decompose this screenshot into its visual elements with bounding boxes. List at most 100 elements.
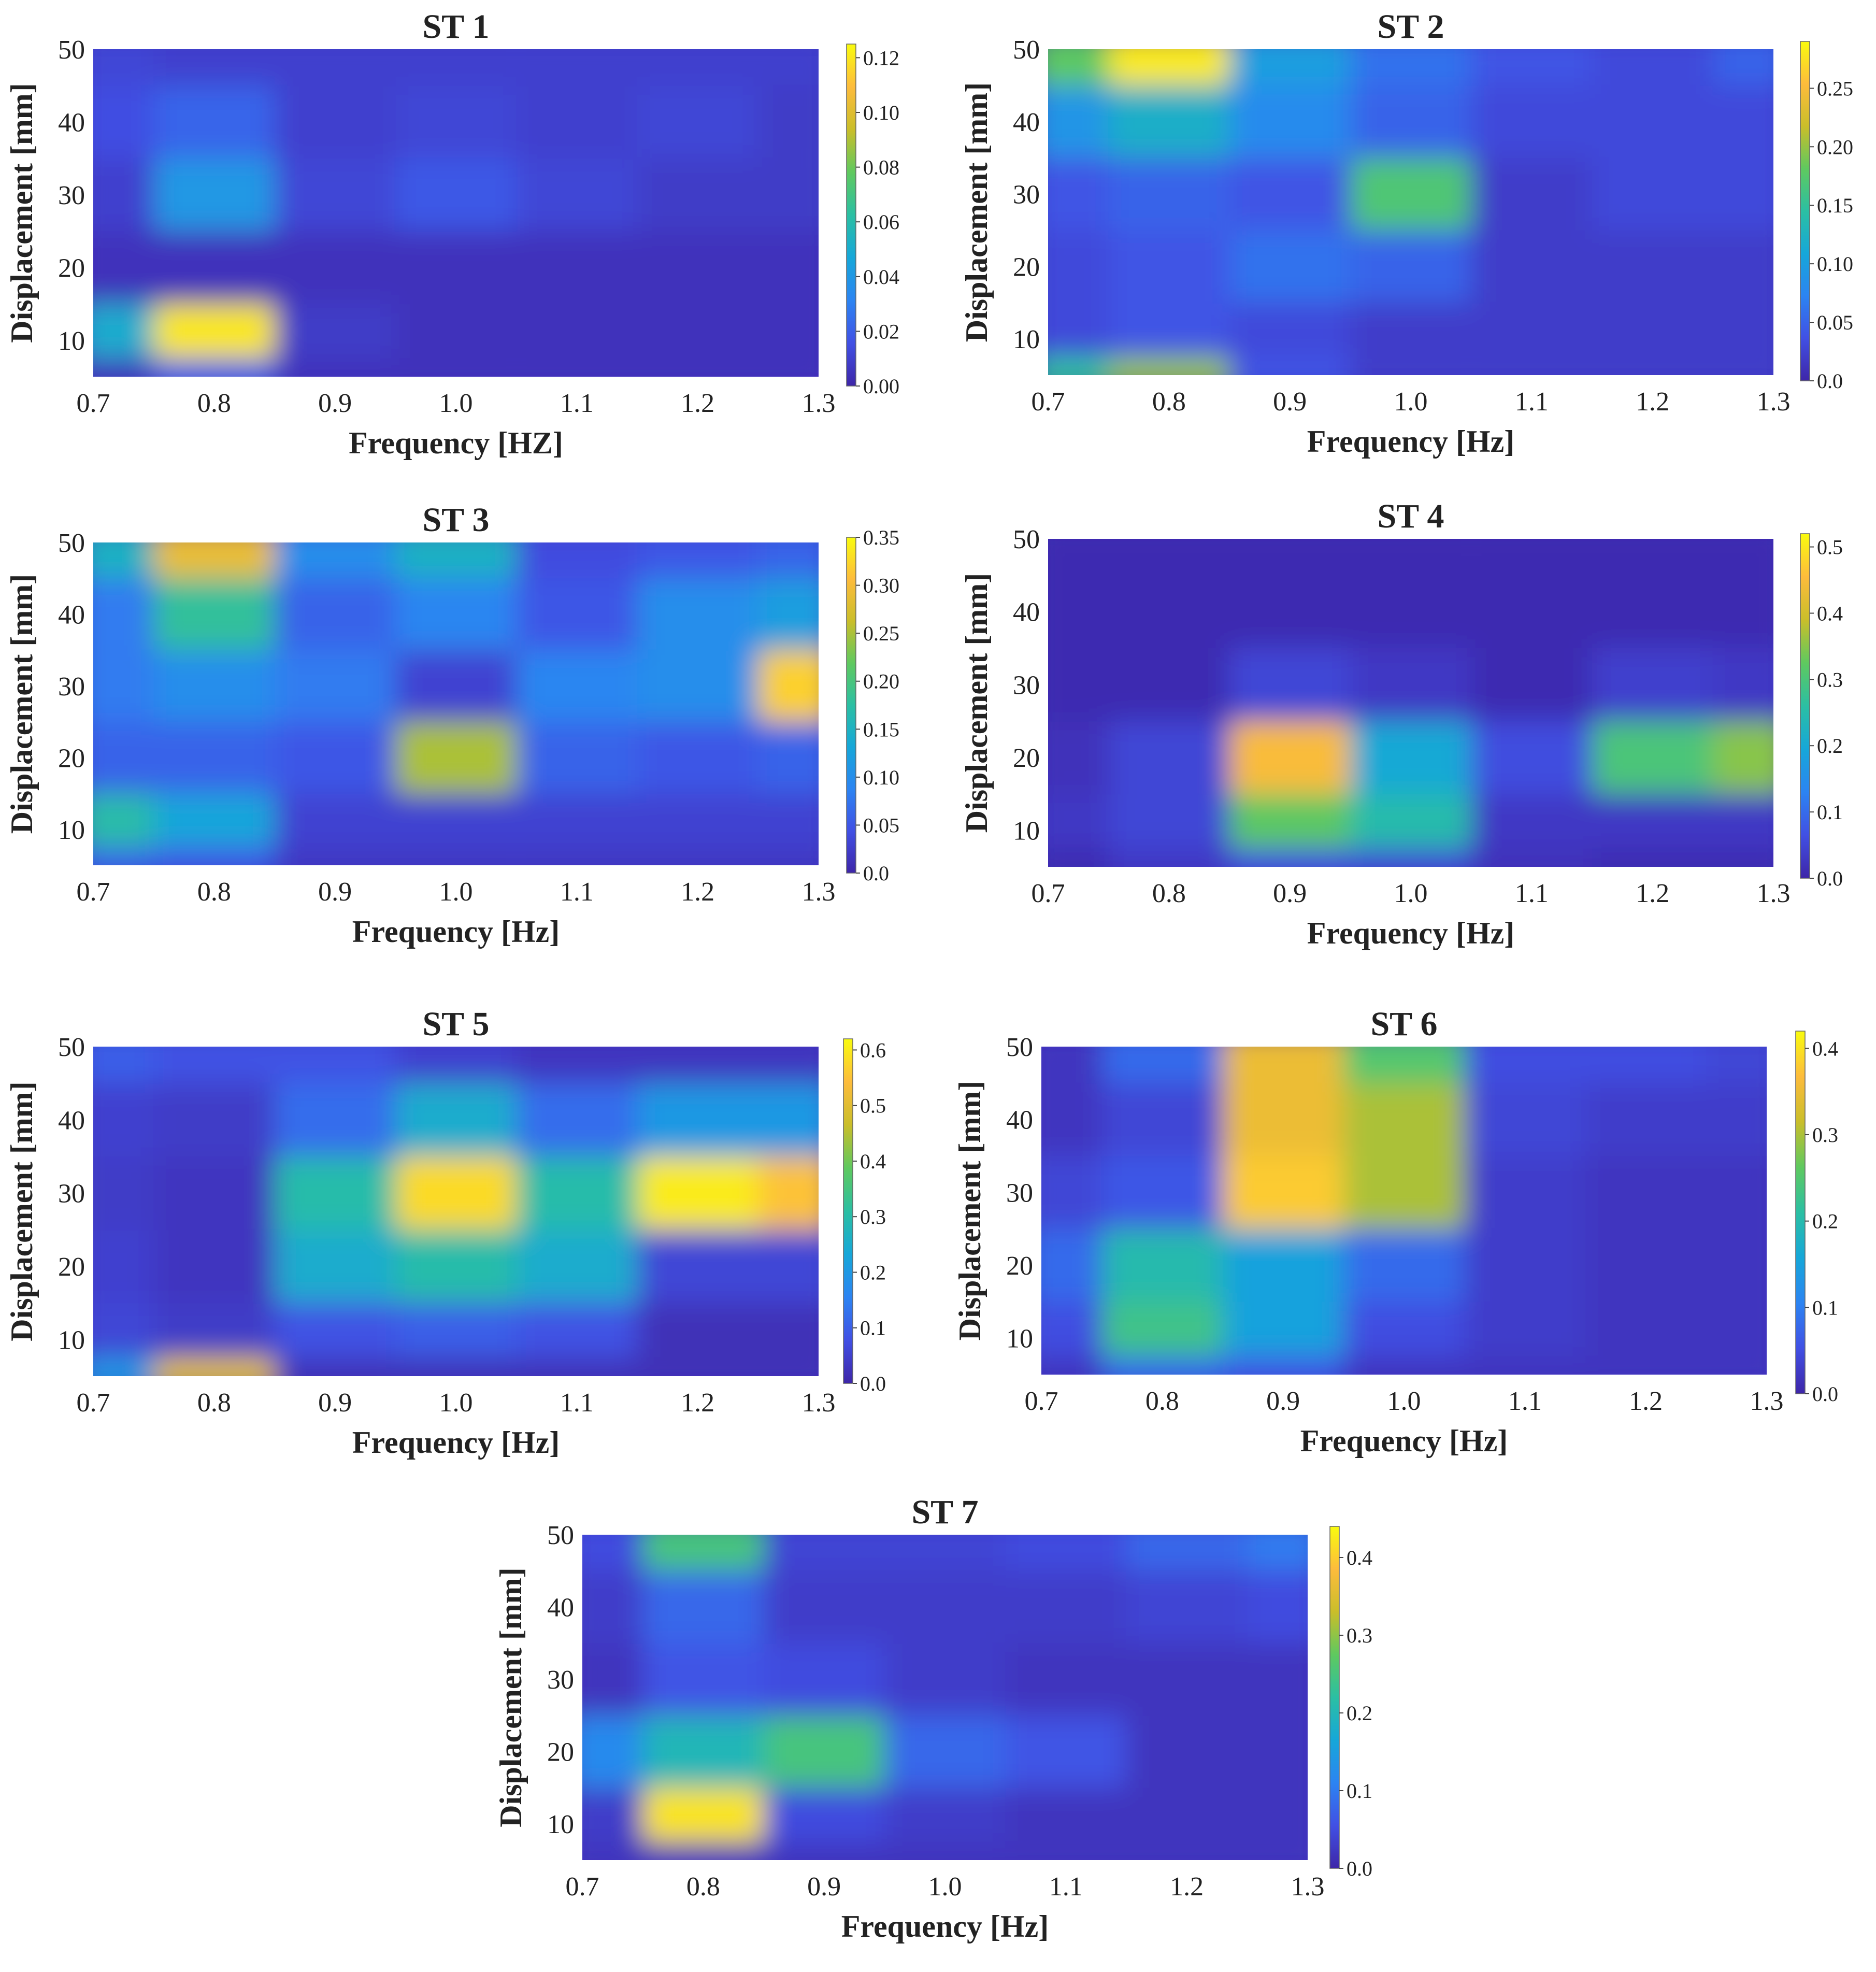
heat-cell [1108,230,1229,303]
heat-cell [93,793,154,848]
heat-cell [1223,1228,1344,1302]
heat-cell [1108,158,1229,231]
heat-cell [764,1842,885,1860]
colorbar-tick-label: 0.3 [1347,1624,1372,1647]
x-tick-label: 1.0 [1387,1387,1421,1416]
heat-cell [1101,1356,1223,1375]
heat-cell [758,793,819,848]
heat-cell [642,1715,764,1788]
heat-cell [1005,1570,1126,1644]
colorbar-tick-label: 0.12 [863,46,899,69]
heat-cell [758,1230,819,1303]
heat-cell [516,358,637,377]
heat-cell [758,49,819,86]
heat-cell [758,578,819,650]
heat-cell [1343,1302,1465,1356]
heat-cell [1464,1228,1585,1302]
colorbar-tick-label: 0.20 [1817,135,1853,159]
heat-cell [1247,1643,1308,1716]
heat-cell [1464,1156,1585,1229]
x-axis-title: Frequency [Hz] [1307,916,1514,950]
y-tick-label: 30 [1013,180,1040,210]
heat-cell [516,1047,637,1083]
x-tick-label: 1.2 [681,877,714,907]
x-tick-label: 0.8 [686,1872,720,1902]
heat-cell [153,1047,275,1083]
colorbar-tick-label: 0.02 [863,320,899,343]
y-tick-label: 50 [58,35,85,65]
heat-cell [153,542,275,579]
heat-cell [884,1842,1006,1860]
y-tick-label: 50 [1013,525,1040,554]
heat-cell [1247,1535,1308,1571]
heat-cell [1350,648,1471,721]
heat-cell [93,1230,154,1303]
heat-cell [93,231,154,304]
colorbar-tick-label: 0.1 [1812,1296,1838,1319]
heat-cell [764,1643,885,1716]
heat-cell [153,578,275,650]
heat-cell [1247,1842,1308,1860]
y-tick-label: 40 [1006,1106,1033,1135]
x-tick-label: 1.0 [1394,879,1428,908]
heat-cell [1126,1715,1248,1788]
colorbar-tick-label: 0.00 [863,375,899,398]
y-tick-label: 20 [1013,252,1040,282]
heatmap-cells [93,1047,819,1376]
heat-cell [1585,1047,1707,1083]
colorbar-tick-label: 0.2 [1817,734,1843,758]
x-axis-title: Frequency [Hz] [1300,1424,1508,1458]
heatmap-panel-2: ST 2 0.7 0.8 0.9 1.0 1.1 1.2 1.3 Frequency [Hz] 1… [960,8,1853,459]
heat-cell [1126,1535,1248,1571]
heat-cell [582,1788,643,1842]
heat-cell [758,1047,819,1083]
heat-cell [1343,1047,1465,1083]
y-tick-label: 10 [58,1325,85,1355]
y-tick-label: 20 [547,1738,574,1767]
heat-cell [1126,1788,1248,1842]
x-axis-title: Frequency [Hz] [352,1425,560,1460]
x-tick-label: 0.7 [1032,879,1065,908]
panel-title: ST 7 [911,1493,978,1531]
heatmap-cells [582,1535,1308,1860]
colorbar-tick-label: 0.2 [1347,1702,1372,1725]
heat-cell [582,1715,643,1788]
y-axis-title: Displacement [mm] [5,574,39,834]
colorbar [846,44,856,387]
heat-cell [153,1303,275,1358]
heat-cell [1108,49,1229,85]
heat-cell [758,85,819,159]
heatmap-cells [93,49,819,377]
heat-cell [93,542,154,579]
heat-cell [1048,648,1109,721]
heat-cell [395,49,517,86]
colorbar-tick-label: 0.30 [863,574,899,597]
heat-cell [275,650,396,722]
heat-cell [1706,1228,1767,1302]
heat-cell [1108,848,1229,867]
colorbar-tick-label: 0.6 [860,1038,886,1062]
y-tick-label: 10 [1013,325,1040,354]
heat-cell [1585,1083,1707,1156]
heat-cell [637,542,758,579]
heat-cell [395,1303,517,1358]
heat-cell [1592,158,1713,231]
heat-cell [1247,1570,1308,1644]
heat-cell [1108,794,1229,849]
y-tick-label: 30 [58,181,85,210]
heat-cell [153,650,275,722]
heat-cell [395,358,517,377]
heat-cell [275,158,396,232]
heat-cell [1247,1788,1308,1842]
x-tick-label: 1.2 [1629,1387,1663,1416]
heat-cell [884,1570,1006,1644]
heatmap-cells [1041,1047,1767,1375]
heat-cell [275,1303,396,1358]
heat-cell [637,1083,758,1156]
heat-cell [275,49,396,86]
x-tick-label: 0.9 [807,1872,841,1902]
heat-cell [1713,303,1773,357]
heat-cell [1101,1228,1223,1302]
y-axis-title: Displacement [mm] [5,1081,39,1341]
y-tick-label: 10 [58,326,85,356]
